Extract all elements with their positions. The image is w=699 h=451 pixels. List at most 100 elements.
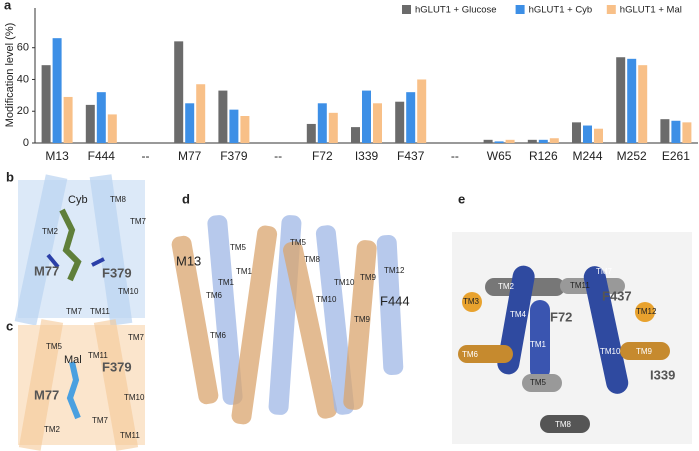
bar (638, 65, 648, 143)
helix (343, 240, 377, 410)
y-tick-label: 0 (23, 137, 29, 149)
annotation: TM6 (462, 350, 479, 359)
bar (572, 122, 581, 143)
bar (660, 119, 670, 143)
structure-bg (452, 232, 692, 444)
bar (417, 79, 427, 143)
annotation: TM12 (384, 266, 405, 275)
annotation: TM9 (354, 315, 371, 324)
annotation: TM7 (130, 217, 147, 226)
annotation: Mal (64, 354, 82, 366)
annotation: TM6 (210, 331, 227, 340)
x-tick-label: W65 (487, 149, 512, 163)
panel-label: a (4, 0, 12, 12)
bar (627, 58, 637, 143)
x-tick-label: I339 (355, 149, 379, 163)
annotation: I339 (650, 367, 675, 382)
annotation: F379 (102, 359, 132, 374)
helix (231, 225, 278, 425)
bar (240, 116, 250, 143)
panel-b: b Cyb TM2 TM8 TM7 M77 F379 TM10 TM7 TM11 (6, 169, 147, 326)
annotation: F379 (102, 265, 132, 280)
bar (174, 41, 184, 144)
annotation: TM8 (555, 420, 572, 429)
helix (207, 215, 243, 405)
annotation: TM7 (128, 333, 145, 342)
helix (282, 241, 338, 419)
legend-label: hGLUT1 + Cyb (529, 5, 593, 16)
bar (218, 90, 228, 143)
helix (376, 234, 404, 376)
legend-label: hGLUT1 + Glucose (415, 5, 497, 16)
bar (594, 128, 603, 143)
x-tick-label: M77 (178, 149, 202, 163)
helix (530, 300, 550, 380)
annotation: TM9 (360, 273, 377, 282)
legend-swatch (606, 5, 616, 14)
annotation: TM10 (600, 347, 621, 356)
annotation: TM6 (206, 291, 223, 300)
bar (85, 104, 95, 143)
panel-label: d (182, 191, 190, 206)
y-tick-label: 20 (17, 105, 29, 117)
bar (107, 114, 117, 143)
bar (196, 84, 206, 143)
bar (395, 101, 405, 143)
bar (549, 138, 559, 143)
panel-c: c TM5 Mal TM11 F379 TM7 M77 TM10 TM2 TM7… (6, 318, 145, 451)
bar (185, 103, 195, 143)
x-tick-label: F72 (312, 149, 333, 163)
bar (373, 103, 382, 143)
ligand (59, 208, 82, 282)
annotation: TM1 (218, 278, 235, 287)
bar (616, 57, 626, 144)
annotation: TM4 (510, 310, 527, 319)
annotation: TM1 (236, 267, 253, 276)
annotation: TM11 (120, 431, 140, 440)
annotation: TM9 (636, 347, 653, 356)
annotation: TM3 (463, 297, 480, 306)
helix (171, 235, 219, 405)
annotation: TM1 (530, 340, 547, 349)
bar (505, 139, 515, 143)
x-tick-label: R126 (529, 149, 558, 163)
annotation: TM8 (304, 255, 321, 264)
ligand (66, 361, 81, 420)
annotation: TM8 (110, 195, 127, 204)
annotation: F72 (550, 309, 572, 324)
bar (229, 109, 239, 143)
bar (494, 141, 504, 143)
panel-e: e TM2 TM11 TM7 TM3 F437 TM12 TM4 F72 TM6… (452, 191, 692, 444)
legend-swatch (515, 5, 525, 14)
helix (14, 174, 68, 326)
y-tick-label: 60 (17, 42, 29, 54)
helix (93, 319, 139, 451)
bar (52, 38, 62, 144)
annotation: M77 (34, 387, 59, 402)
annotation: TM7 (92, 416, 109, 425)
y-tick-label: 40 (17, 73, 29, 85)
bar (362, 90, 371, 143)
bar (96, 92, 106, 143)
annotation: TM7 (596, 267, 613, 276)
helix-end (462, 292, 482, 312)
helix (18, 319, 64, 451)
x-tick-label: F379 (220, 149, 248, 163)
annotation: TM10 (334, 278, 355, 287)
annotation: TM5 (290, 238, 307, 247)
x-tick-label: E261 (662, 149, 690, 163)
annotation: TM12 (636, 307, 657, 316)
y-axis-label: Modification level (%) (4, 23, 16, 128)
annotation: TM11 (570, 281, 590, 290)
x-tick-label: F437 (397, 149, 425, 163)
x-tick-label: M13 (45, 149, 69, 163)
annotation: TM10 (316, 295, 337, 304)
annotation: TM2 (44, 425, 61, 434)
annotation: TM11 (88, 351, 108, 360)
helix (583, 266, 629, 394)
panel-label: c (6, 318, 13, 333)
helix (315, 225, 355, 415)
annotation: Cyb (68, 194, 88, 206)
helix (89, 174, 133, 326)
